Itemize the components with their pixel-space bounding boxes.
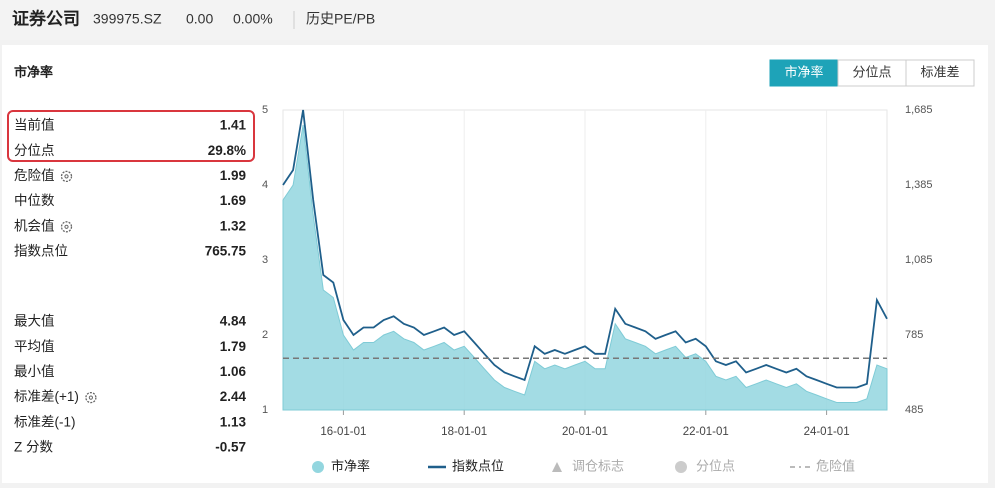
x-tick-label: 20-01-01	[562, 426, 608, 438]
stat-value: 29.8%	[208, 143, 246, 158]
stat-value: 1.69	[220, 193, 246, 208]
y-tick-label: 2	[262, 329, 268, 341]
stat-label: 标准差(+1)	[14, 389, 79, 404]
gear-icon-center	[88, 395, 93, 400]
gear-icon[interactable]	[85, 391, 97, 404]
legend-label[interactable]: 调仓标志	[572, 458, 624, 473]
stat-label: Z 分数	[14, 440, 53, 455]
x-tick-label: 24-01-01	[804, 426, 850, 438]
legend-marker[interactable]	[552, 462, 562, 472]
stat-label: 标准差(-1)	[14, 414, 76, 429]
stat-value: 765.75	[205, 244, 247, 259]
y2-tick-label: 785	[905, 329, 923, 341]
index-code: 399975.SZ	[93, 11, 162, 27]
stat-label: 中位数	[14, 193, 55, 208]
stat-value: -0.57	[215, 440, 246, 455]
stat-label: 分位点	[14, 143, 55, 158]
legend-label[interactable]: 危险值	[816, 458, 855, 473]
header-bar	[0, 0, 995, 40]
y-tick-label: 3	[262, 254, 268, 266]
stat-value: 4.84	[220, 314, 247, 329]
tab-button-label[interactable]: 市净率	[784, 64, 823, 79]
area	[282, 124, 888, 411]
x-tick-label: 22-01-01	[683, 426, 729, 438]
legend-marker[interactable]	[675, 461, 687, 473]
stat-label: 最大值	[14, 314, 55, 329]
y2-tick-label: 1,685	[905, 104, 933, 116]
gear-icon-center	[64, 174, 69, 179]
index-name: 证券公司	[12, 8, 80, 28]
gear-icon[interactable]	[60, 170, 73, 183]
highlight-box	[7, 110, 255, 162]
price: 0.00	[186, 11, 213, 27]
y-tick-label: 4	[262, 179, 268, 191]
tab-button[interactable]	[769, 59, 839, 87]
stat-label: 最小值	[14, 364, 55, 379]
stat-label: 机会值	[14, 218, 55, 233]
gear-icon-center	[64, 224, 69, 229]
y-tick-label: 1	[262, 404, 268, 416]
tab-button[interactable]	[905, 59, 975, 87]
tab-button-label[interactable]: 标准差	[920, 64, 959, 79]
y2-tick-label: 1,085	[905, 254, 933, 266]
x-tick-label: 16-01-01	[320, 426, 366, 438]
tab-button-label[interactable]: 分位点	[852, 64, 891, 79]
change: 0.00%	[233, 11, 273, 27]
legend-marker[interactable]	[312, 461, 324, 473]
tab-button[interactable]	[837, 59, 907, 87]
gear-icon[interactable]	[60, 221, 73, 233]
stat-value: 1.79	[220, 339, 246, 354]
stat-value: 1.99	[220, 168, 246, 183]
stat-value: 1.32	[220, 218, 246, 233]
stat-label: 指数点位	[14, 244, 68, 259]
stat-value: 1.06	[220, 364, 247, 379]
y-tick-label: 5	[262, 104, 268, 116]
legend-label[interactable]: 指数点位	[452, 458, 504, 473]
stat-value: 2.44	[220, 389, 247, 404]
legend-label[interactable]: 分位点	[696, 458, 735, 473]
stat-value: 1.41	[220, 118, 247, 133]
legend-label[interactable]: 市净率	[331, 458, 370, 473]
index-line	[282, 109, 888, 389]
stat-label: 当前值	[14, 117, 55, 133]
y2-tick-label: 485	[905, 404, 923, 416]
panel-title: 市净率	[14, 64, 53, 79]
x-tick-label: 18-01-01	[441, 426, 487, 438]
tab[interactable]: 历史PE/PB	[306, 11, 375, 27]
stat-value: 1.13	[220, 414, 247, 429]
stat-label: 危险值	[14, 168, 55, 183]
stat-label: 平均值	[14, 339, 55, 354]
y2-tick-label: 1,385	[905, 179, 933, 191]
